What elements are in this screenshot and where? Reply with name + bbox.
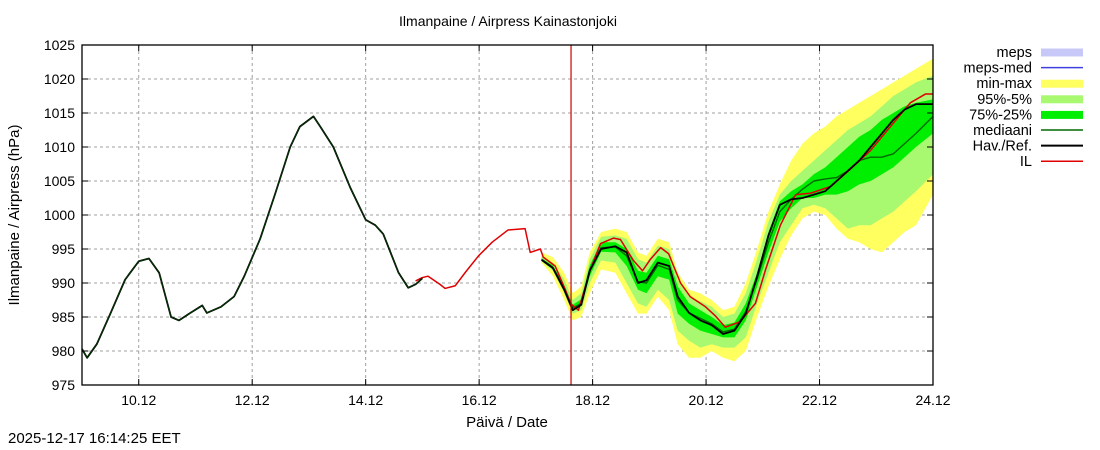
y-tick-label: 990 xyxy=(52,275,76,291)
y-tick-label: 1020 xyxy=(44,71,75,87)
series-observed-overlay xyxy=(81,115,423,359)
legend-label-meps: meps xyxy=(997,45,1032,61)
y-tick-label: 975 xyxy=(52,377,76,393)
x-axis-title: Päivä / Date xyxy=(466,414,548,431)
legend-label-il: IL xyxy=(1020,154,1032,170)
legend-swatch-p75-25 xyxy=(1041,110,1083,119)
x-tick-label: 24.12 xyxy=(915,392,950,408)
chart-title: Ilmanpaine / Airpress Kainastonjoki xyxy=(399,13,617,29)
legend-swatch-meps xyxy=(1041,48,1083,57)
timestamp: 2025-12-17 16:14:25 EET xyxy=(8,430,181,447)
series-lines xyxy=(81,93,934,359)
series-il xyxy=(415,93,933,328)
y-axis-ticks: 975 980 985 990 995 1000 1005 1010 1015 1020 1025 xyxy=(44,37,933,393)
x-tick-label: 12.12 xyxy=(235,392,270,408)
legend-label-meps-med: meps-med xyxy=(964,61,1033,77)
x-tick-label: 20.12 xyxy=(689,392,724,408)
y-tick-label: 1000 xyxy=(44,207,75,223)
x-tick-label: 16.12 xyxy=(462,392,497,408)
legend-swatch-min-max xyxy=(1041,79,1083,88)
forecast-bands xyxy=(541,58,933,362)
legend-label-hav-ref: Hav./Ref. xyxy=(973,139,1032,155)
x-tick-label: 10.12 xyxy=(121,392,156,408)
x-tick-label: 18.12 xyxy=(575,392,610,408)
series-hav-ref-forecast xyxy=(541,103,933,335)
x-tick-label: 22.12 xyxy=(802,392,837,408)
y-tick-label: 980 xyxy=(52,343,76,359)
y-tick-label: 1015 xyxy=(44,105,75,121)
legend-swatch-p95-5 xyxy=(1041,95,1083,104)
y-tick-label: 985 xyxy=(52,309,76,325)
y-tick-label: 1005 xyxy=(44,173,75,189)
legend-label-mediaani: mediaani xyxy=(973,123,1032,139)
legend-label-min-max: min-max xyxy=(976,76,1032,92)
x-axis-ticks: 10.12 12.12 14.12 16.12 18.12 20.12 22.12 24.12 xyxy=(121,45,951,408)
y-axis-title: Ilmanpaine / Airpress (hPa) xyxy=(6,125,23,306)
band-p75-25 xyxy=(541,99,933,338)
y-tick-label: 1025 xyxy=(44,37,75,53)
legend-label-p75-25: 75%-25% xyxy=(969,107,1032,123)
legend: mepsmeps-medmin-max95%-5%75%-25%mediaani… xyxy=(964,45,1083,170)
legend-label-p95-5: 95%-5% xyxy=(977,92,1032,108)
y-tick-label: 995 xyxy=(52,241,76,257)
x-tick-label: 14.12 xyxy=(348,392,383,408)
y-tick-label: 1010 xyxy=(44,139,75,155)
